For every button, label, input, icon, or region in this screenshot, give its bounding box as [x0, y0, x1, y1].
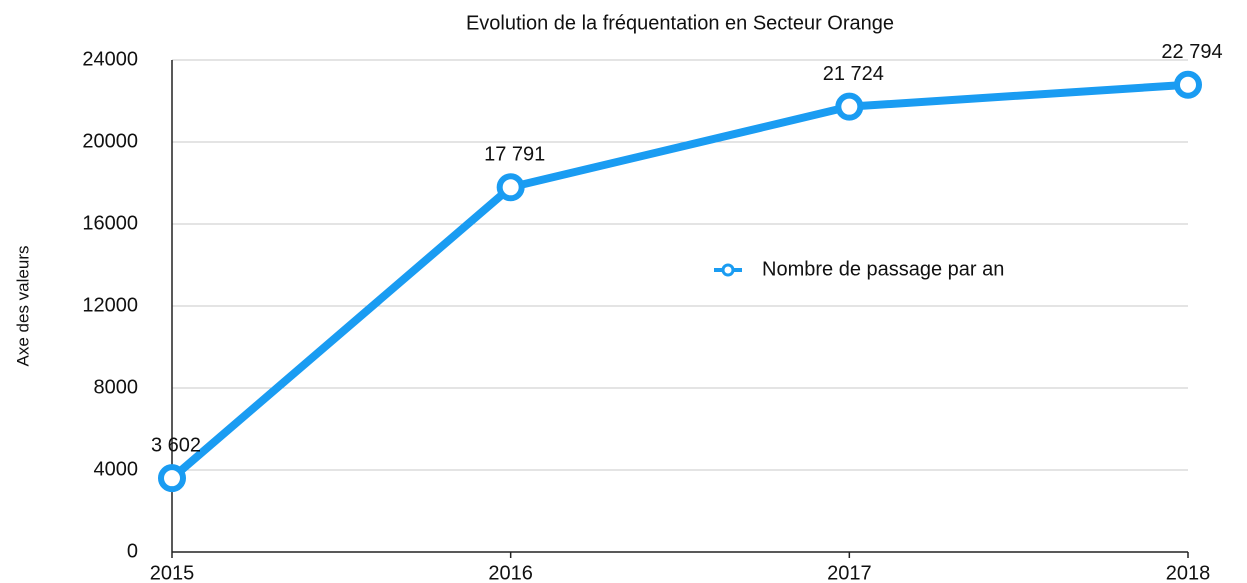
y-tick-label: 24000 [82, 48, 138, 70]
data-label: 3 602 [151, 434, 201, 456]
x-tick-label: 2015 [150, 562, 195, 583]
y-tick-label: 4000 [94, 458, 139, 480]
chart-title: Evolution de la fréquentation en Secteur… [466, 12, 894, 34]
point-marker [158, 464, 186, 493]
y-axis-label: Axe des valeurs [13, 246, 32, 367]
legend-label: Nombre de passage par an [762, 258, 1004, 280]
y-tick-label: 8000 [94, 376, 139, 398]
y-tick-label: 12000 [82, 294, 138, 316]
series-line [169, 80, 1189, 482]
x-tick-label: 2017 [827, 562, 872, 583]
data-label: 21 724 [823, 63, 884, 85]
point-marker [1174, 70, 1202, 99]
y-tick-label: 0 [127, 540, 138, 562]
y-tick-label: 16000 [82, 212, 138, 234]
y-tick-label: 20000 [82, 130, 138, 152]
point-marker [496, 173, 525, 202]
legend-marker [721, 263, 735, 277]
x-tick-label: 2018 [1166, 562, 1211, 583]
x-tick-label: 2016 [488, 562, 533, 583]
data-label: 17 791 [484, 144, 545, 166]
point-marker [835, 92, 864, 121]
data-label: 22 794 [1161, 41, 1222, 63]
